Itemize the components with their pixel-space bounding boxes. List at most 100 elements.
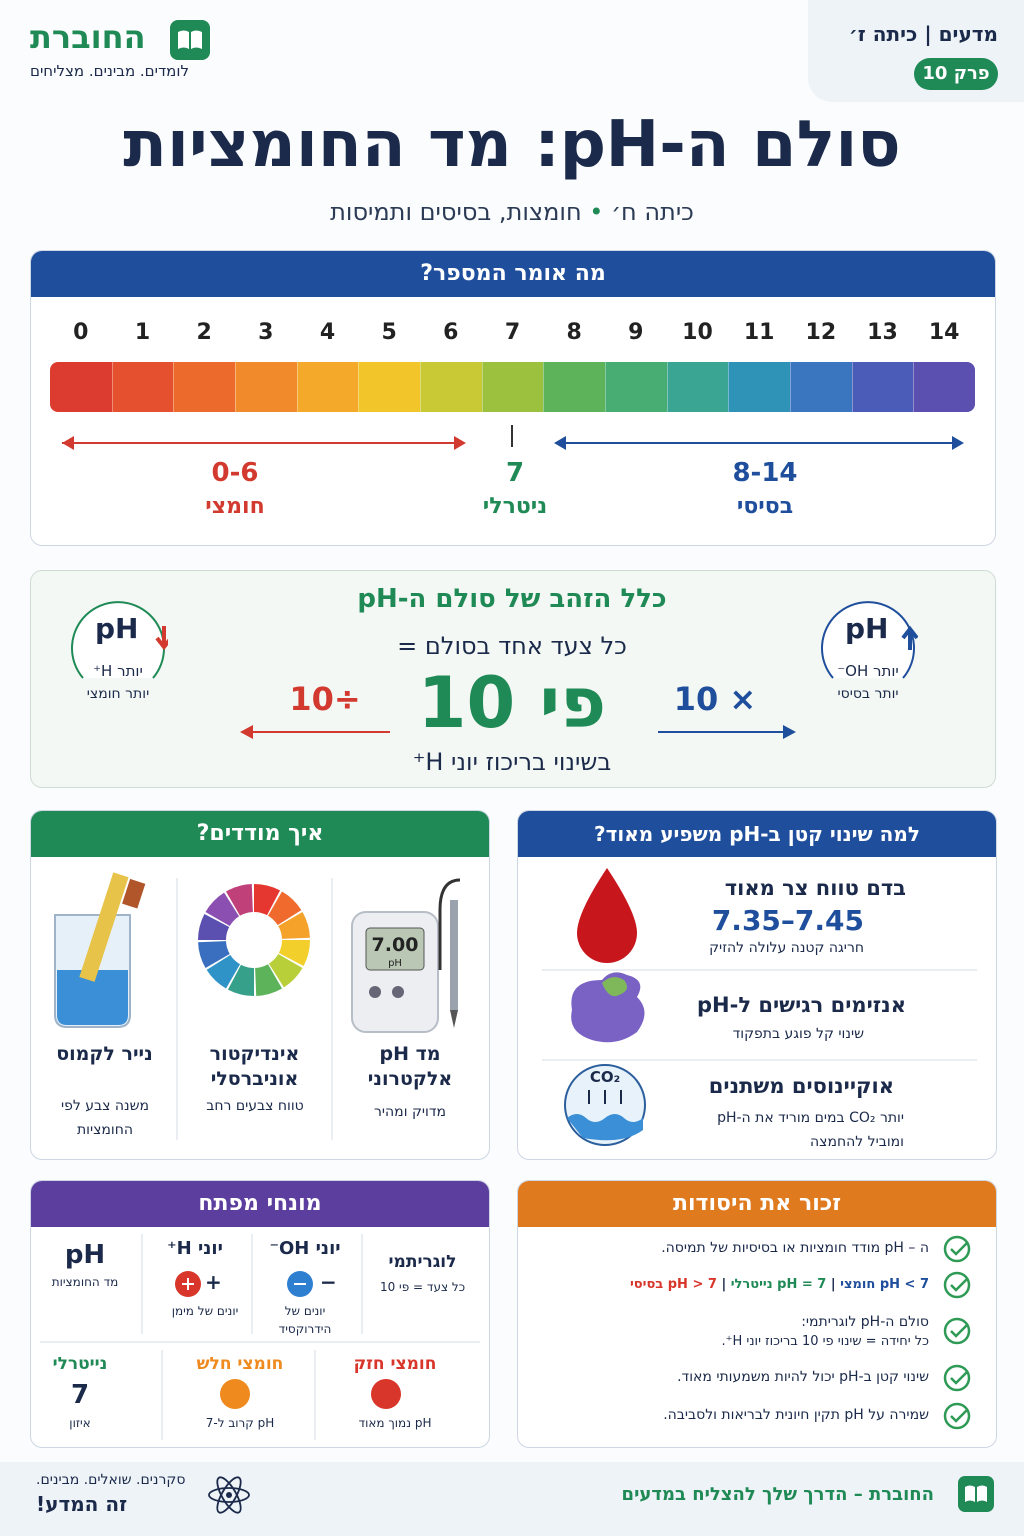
divide-label: ÷10 bbox=[289, 680, 361, 718]
scale-segment bbox=[666, 362, 729, 412]
golden-big: פי 10 bbox=[417, 662, 607, 744]
base-range: 8-14 bbox=[732, 458, 798, 488]
subtitle: כיתה ח׳ • חומצות, בסיסים ותמיסות bbox=[330, 198, 694, 226]
oceans-desc: יותר CO₂ במים מוריד את ה-pH ומוביל להחמצ… bbox=[717, 1110, 904, 1150]
term-log-desc: כל צעד = פי 10 bbox=[379, 1280, 466, 1294]
blood-range: 7.35–7.45 bbox=[711, 904, 864, 937]
golden-line1: כל צעד אחד בסולם = bbox=[397, 632, 627, 660]
term-oh-sign: − bbox=[320, 1270, 337, 1294]
term-weak: חומצי חלש bbox=[196, 1354, 284, 1374]
acid-badge-ph: pH bbox=[95, 612, 139, 645]
neutral-label: ניטרלי bbox=[482, 494, 548, 519]
acid-badge-more: יותר H⁺ bbox=[93, 662, 143, 680]
scale-heading: מה אומר המספר? bbox=[31, 251, 995, 297]
measure-name: נייר לקמוס bbox=[56, 1043, 153, 1065]
scale-number: 14 bbox=[928, 320, 960, 345]
scale-segment bbox=[851, 362, 914, 412]
remember-acid: pH < 7 חומצי bbox=[840, 1277, 929, 1292]
base-badge-more: יותר OH⁻ bbox=[837, 662, 899, 680]
footer-brandline: החוברת – הדרך שלך להצליח במדעים bbox=[621, 1484, 934, 1505]
tagline: לומדים. מבינים. מצליחים bbox=[30, 62, 189, 80]
measure-heading: איך מודדים? bbox=[31, 811, 489, 857]
term-weak-desc: pH קרוב ל-7 bbox=[205, 1416, 275, 1430]
term-ph: pH bbox=[64, 1240, 106, 1270]
scale-segment bbox=[358, 362, 421, 412]
remember-item: ה – pH מודד חומציות או בסיסיות של תמיסה. bbox=[661, 1240, 929, 1256]
term-h-desc: יונים של מימן bbox=[171, 1304, 239, 1318]
enzymes-title: אנזימים רגישים ל-pH bbox=[697, 993, 906, 1017]
measure-desc: משנה צבע לפי החומציות bbox=[60, 1098, 150, 1138]
blood-desc: חריגה קטנה עלולה להזיק bbox=[709, 940, 864, 956]
acid-badge-desc: יותר חומצי bbox=[86, 686, 150, 702]
acid-label: חומצי bbox=[205, 494, 265, 519]
golden-title: כלל הזהב של סולם ה-pH bbox=[357, 584, 667, 614]
main-title: סולם ה-pH: מד החומציות bbox=[123, 108, 901, 182]
co2-icon-label: CO₂ bbox=[589, 1068, 621, 1086]
footer bbox=[0, 1462, 1024, 1536]
scale-segment bbox=[50, 362, 113, 412]
footer-cheer: זה המדע! bbox=[36, 1492, 128, 1516]
footer-slogan: סקרנים. שואלים. מבינים. bbox=[36, 1472, 186, 1488]
meter-display: 7.00 bbox=[371, 934, 419, 956]
scale-segment bbox=[235, 362, 298, 412]
oceans-title: אוקיינוסים משתנים bbox=[708, 1074, 894, 1098]
scale-number: 0 bbox=[73, 320, 89, 345]
subtitle-topic: חומצות, בסיסים ותמיסות bbox=[330, 198, 582, 226]
terms-heading: מונחי מפתח bbox=[31, 1181, 489, 1227]
remember-heading: זכור את היסודות bbox=[518, 1181, 996, 1227]
scale-number: 12 bbox=[805, 320, 837, 345]
remember-base: pH > 7 בסיסי bbox=[629, 1277, 717, 1292]
scale-number: 2 bbox=[196, 320, 212, 345]
scale-arrows bbox=[62, 425, 964, 450]
measure-name: מד pH אלקטרוני bbox=[367, 1043, 453, 1090]
scale-segment bbox=[420, 362, 483, 412]
subtitle-grade: כיתה ח׳ bbox=[611, 198, 694, 226]
scale-segment bbox=[173, 362, 236, 412]
why-heading: למה שינוי קטן ב-pH משפיע מאוד? bbox=[518, 811, 996, 857]
remember-item: כל יחידה = שינוי פי 10 בריכוז יוני H⁺. bbox=[721, 1334, 929, 1349]
why-icons bbox=[542, 868, 977, 1146]
subject: מדעים bbox=[938, 22, 998, 46]
scale-segment bbox=[913, 362, 976, 412]
multiply-label: × 10 bbox=[673, 680, 757, 718]
term-strong: חומצי חזק bbox=[353, 1354, 437, 1374]
scale-segment bbox=[481, 362, 544, 412]
scale-segment bbox=[296, 362, 359, 412]
scale-number: 7 bbox=[504, 320, 521, 345]
remember-item: שינוי קטן ב-pH יכול להיות משמעותי מאוד. bbox=[677, 1369, 929, 1385]
remember-neutral: pH = 7 נייטרלי bbox=[730, 1277, 827, 1292]
scale-number: 4 bbox=[319, 320, 336, 345]
term-oh-desc: יונים של הידרוקסיד bbox=[278, 1304, 332, 1336]
measure-name: אינדיקטור אוניברסלי bbox=[209, 1043, 300, 1090]
golden-panel bbox=[30, 570, 996, 788]
golden-line3: בשינוי בריכוז יוני H⁺ bbox=[412, 748, 612, 776]
term-log: לוגריתמי bbox=[388, 1252, 457, 1272]
terms-panel: מונחי מפתח bbox=[30, 1180, 490, 1448]
scale-number: 5 bbox=[381, 320, 397, 345]
term-strong-desc: pH נמוך מאוד bbox=[358, 1416, 432, 1430]
scale-number: 3 bbox=[258, 320, 274, 345]
base-label: בסיסי bbox=[736, 494, 794, 519]
scale-number: 11 bbox=[743, 320, 775, 345]
footer-logo bbox=[958, 1476, 994, 1512]
meter-unit: pH bbox=[388, 958, 402, 969]
base-badge-circle bbox=[821, 601, 918, 679]
measure-desc: מדויק ומהיר bbox=[374, 1104, 446, 1120]
logo-icon bbox=[170, 20, 210, 60]
measure-icons bbox=[54, 872, 461, 1140]
base-badge-ph: pH bbox=[845, 612, 889, 645]
scale-number: 9 bbox=[628, 320, 644, 345]
scale-segment bbox=[605, 362, 668, 412]
grade: כיתה ז׳ bbox=[848, 22, 918, 46]
brand: החוברת bbox=[30, 18, 146, 56]
checks bbox=[943, 1235, 971, 1430]
acid-range: 0-6 bbox=[211, 458, 259, 488]
term-oh: יוני OH⁻ bbox=[269, 1238, 341, 1259]
scale-segment bbox=[543, 362, 606, 412]
scale-number: 13 bbox=[867, 320, 898, 345]
scale-number: 10 bbox=[682, 320, 713, 345]
enzymes-desc: שינוי קל פוגע בתפקוד bbox=[732, 1026, 864, 1042]
acid-badge-circle bbox=[71, 601, 168, 679]
base-badge-desc: יותר בסיסי bbox=[837, 686, 899, 702]
